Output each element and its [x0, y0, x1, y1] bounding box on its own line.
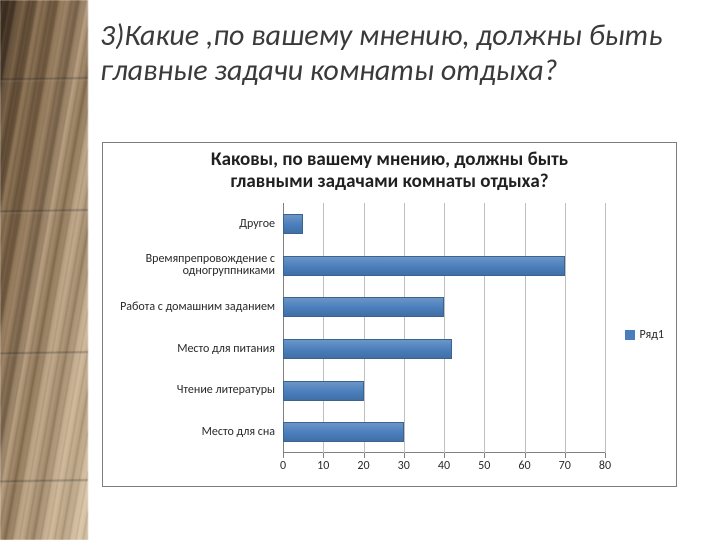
x-tick-label: 50	[478, 459, 490, 473]
x-tick-mark	[605, 453, 606, 458]
gridline	[565, 203, 566, 453]
gridline	[404, 203, 405, 453]
gridline	[364, 203, 365, 453]
x-tick-label: 80	[599, 459, 611, 473]
bar	[283, 256, 565, 276]
legend-label: Ряд1	[639, 328, 664, 342]
x-tick-mark	[283, 453, 284, 458]
x-tick-label: 60	[518, 459, 530, 473]
bar	[283, 297, 444, 317]
x-tick-mark	[364, 453, 365, 458]
category-label: Место для питания	[103, 328, 275, 370]
x-tick-label: 20	[357, 459, 369, 473]
x-tick-label: 10	[317, 459, 329, 473]
wood-background-strip	[0, 0, 88, 540]
x-tick-mark	[484, 453, 485, 458]
chart-title: Каковы, по вашему мнению, должны быть гл…	[103, 149, 676, 193]
bar	[283, 422, 404, 442]
x-tick-mark	[404, 453, 405, 458]
gridline	[605, 203, 606, 453]
category-label: Место для сна	[103, 411, 275, 453]
x-tick-mark	[525, 453, 526, 458]
gridline	[323, 203, 324, 453]
chart-title-line1: Каковы, по вашему мнению, должны быть	[211, 148, 568, 171]
bar	[283, 214, 303, 234]
x-tick-label: 70	[559, 459, 571, 473]
legend-swatch	[625, 330, 635, 340]
y-axis	[283, 203, 284, 453]
slide-title-text: 3)Какие ,по вашему мнению, должны быть г…	[100, 17, 662, 89]
x-tick-label: 30	[398, 459, 410, 473]
gridline	[484, 203, 485, 453]
x-tick-label: 0	[280, 459, 286, 473]
category-label: Времяпрепровождение с одногруппниками	[103, 245, 275, 287]
bar	[283, 381, 364, 401]
x-tick-mark	[444, 453, 445, 458]
category-label: Другое	[103, 203, 275, 245]
plot-area	[283, 203, 605, 453]
chart-container: Каковы, по вашему мнению, должны быть гл…	[102, 142, 677, 487]
x-tick-mark	[323, 453, 324, 458]
chart-title-line2: главными задачами комнаты отдыха?	[230, 170, 548, 193]
gridline	[525, 203, 526, 453]
category-label: Работа с домашним заданием	[103, 286, 275, 328]
legend: Ряд1	[625, 328, 664, 342]
x-tick-label: 40	[438, 459, 450, 473]
x-tick-mark	[565, 453, 566, 458]
slide-title: 3)Какие ,по вашему мнению, должны быть г…	[100, 18, 690, 89]
category-label: Чтение литературы	[103, 370, 275, 412]
bar	[283, 339, 452, 359]
gridline	[444, 203, 445, 453]
